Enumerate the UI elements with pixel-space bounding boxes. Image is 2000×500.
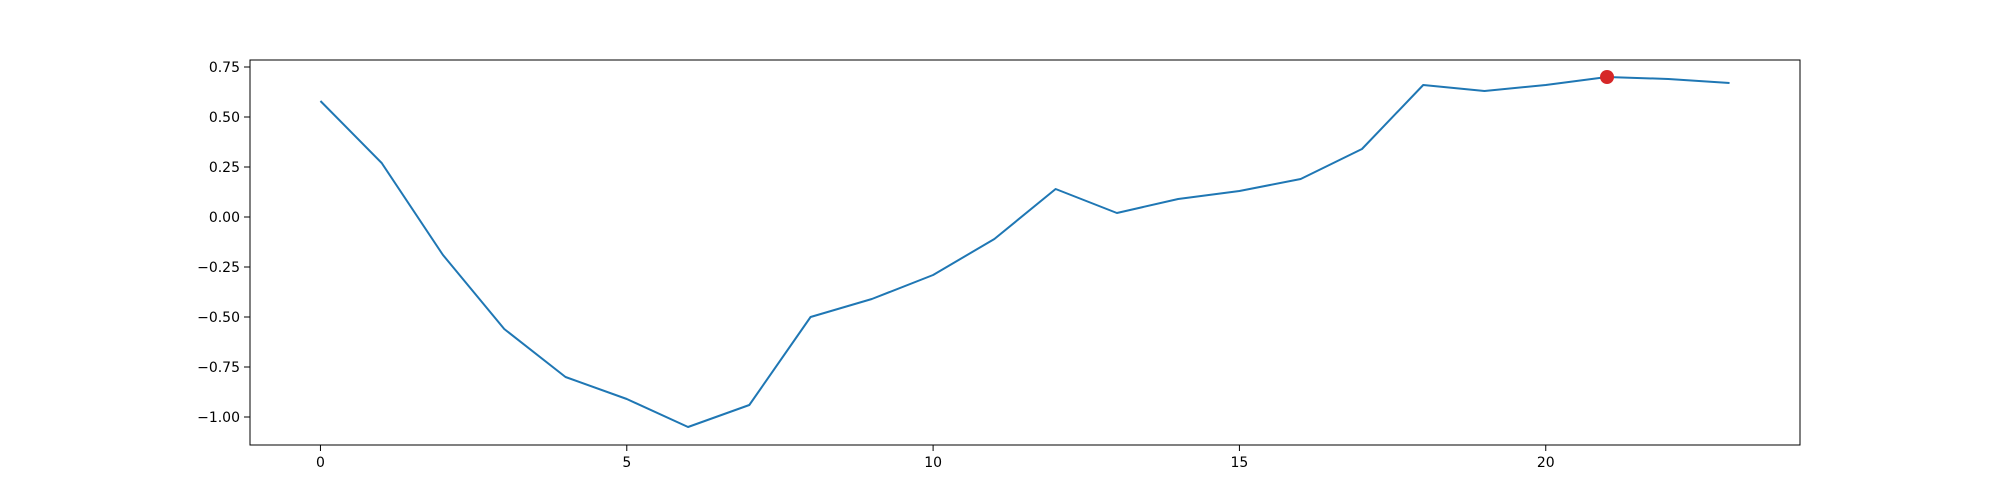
y-tick-label: −0.25 xyxy=(197,260,240,276)
y-axis: −1.00 −0.75 −0.50 −0.25 0.00 0.25 0.50 0.75 xyxy=(197,60,250,426)
x-tick-label: 0 xyxy=(316,455,325,471)
x-axis: 0 5 10 15 20 xyxy=(316,445,1555,471)
y-tick-label: 0.75 xyxy=(209,60,240,76)
plot-frame xyxy=(249,59,1801,446)
x-tick-label: 15 xyxy=(1231,455,1249,471)
y-tick-label: 0.50 xyxy=(209,110,240,126)
x-tick-label: 10 xyxy=(924,455,942,471)
series-layer xyxy=(319,70,1730,428)
y-tick-label: −0.50 xyxy=(197,310,240,326)
highlight-point xyxy=(1600,70,1615,84)
series-line xyxy=(319,76,1730,428)
y-tick-label: 0.25 xyxy=(209,160,240,176)
x-tick-label: 20 xyxy=(1537,455,1555,471)
y-tick-label: 0.00 xyxy=(209,210,240,226)
x-tick-label: 5 xyxy=(622,455,631,471)
y-tick-label: −0.75 xyxy=(197,360,240,376)
y-tick-label: −1.00 xyxy=(197,410,240,426)
